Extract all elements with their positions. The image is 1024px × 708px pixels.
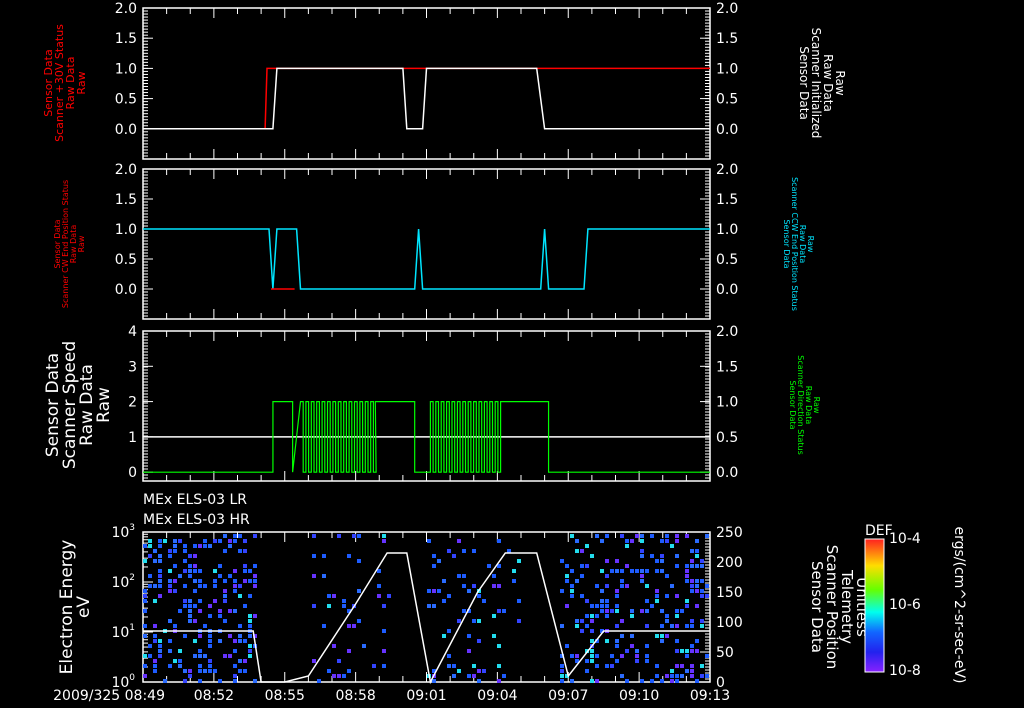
y-tick-label: 2: [128, 395, 137, 411]
axis-title: Sensor DataScanner PositionTelemetryUnit…: [808, 545, 871, 670]
y-tick-label: 1: [128, 430, 137, 446]
x-tick-label: 09:10: [619, 688, 659, 704]
y-tick-label: 1.0: [115, 61, 137, 77]
y-tick-label: 1.5: [716, 359, 738, 375]
y-tick-label: 0.0: [716, 282, 738, 298]
y-tick-label: 0: [128, 465, 137, 481]
y-tick-label: 150: [716, 585, 743, 601]
y-tick-label: 0.5: [716, 92, 738, 108]
series-ccw-end: [143, 228, 710, 290]
y-tick-label: 1.5: [115, 192, 137, 208]
y-tick-label: 2.0: [716, 1, 738, 17]
y-tick-label: 0.0: [115, 282, 137, 298]
panel-2: 2.0 1.5 1.0 0.5 0.0 2.0 1.5 1.0 0.5 0.0 Sensor Dat…: [53, 162, 815, 320]
axis-title: Sensor DataScanner InitializedRaw DataRa…: [797, 28, 847, 139]
y-tick-label: 250: [716, 525, 743, 541]
axis-title: Sensor DataScanner Direction StatusRaw D…: [788, 355, 821, 454]
y-tick-label: 0.0: [716, 465, 738, 481]
y-tick-label: 100: [716, 615, 743, 631]
y-tick-label: 103: [111, 523, 135, 541]
axis-title: Sensor DataScanner SpeedRaw DataRaw: [43, 341, 114, 469]
spectrogram-pixels: [143, 534, 709, 683]
y-tick-label: 3: [128, 359, 137, 375]
x-tick-label: 08:52: [194, 688, 234, 704]
y-tick-label: 101: [111, 623, 135, 641]
series-direction-status: [143, 400, 710, 473]
x-axis: 2009/325 08:49 08:52 08:55 08:58 09:01 09:04 0…: [53, 688, 730, 704]
colorbar-tick: 10-8: [889, 663, 921, 679]
spectrogram-title: MEx ELS-03 HR: [143, 512, 250, 528]
y-tick-label: 2.0: [716, 162, 738, 178]
y-tick-label: 1.5: [716, 31, 738, 47]
y-tick-label: 0.5: [716, 252, 738, 268]
colorbar-units: ergs/(cm^2-sr-sec-eV): [951, 526, 967, 683]
y-tick-label: 1.0: [716, 395, 738, 411]
panel-1: 2.0 1.5 1.0 0.5 0.0 2.0 1.5 1.0 0.5 0.0 Sensor Dat…: [42, 1, 847, 160]
series-scanner-position: [143, 552, 710, 685]
y-tick-label: 50: [716, 645, 734, 661]
colorbar-tick: 10-4: [889, 531, 921, 547]
y-tick-label: 1.0: [716, 222, 738, 238]
y-tick-label: 0.0: [716, 122, 738, 138]
x-tick-label: 2009/325 08:49: [53, 688, 165, 704]
spectrogram-title: MEx ELS-03 LR: [143, 492, 247, 508]
y-tick-label: 200: [716, 555, 743, 571]
y-tick-label: 2.0: [115, 1, 137, 17]
x-tick-label: 09:04: [477, 688, 517, 704]
axis-title: Electron EnergyeV: [57, 540, 94, 675]
colorbar-label: DEF: [865, 523, 893, 539]
y-tick-label: 0.5: [115, 92, 137, 108]
y-tick-label: 2.0: [115, 162, 137, 178]
colorbar-tick: 10-6: [889, 597, 921, 613]
y-tick-label: 0.5: [115, 252, 137, 268]
x-tick-label: 09:13: [690, 688, 730, 704]
y-tick-label: 1.5: [115, 31, 137, 47]
axis-title: Sensor DataScanner CCW End Position Stat…: [782, 177, 815, 311]
x-tick-label: 09:01: [406, 688, 446, 704]
x-tick-label: 08:58: [335, 688, 375, 704]
y-tick-label: 0.0: [115, 122, 137, 138]
axis-title: Sensor DataScanner +30V StatusRaw DataRa…: [42, 24, 88, 142]
y-tick-label: 4: [128, 324, 137, 340]
y-tick-label: 1.0: [115, 222, 137, 238]
series-scanner-initialized: [143, 67, 710, 130]
panel-3: 4 3 2 1 0 2.0 1.5 1.0 0.5 0.0 Sensor DataScanner S…: [43, 324, 821, 482]
y-tick-label: 2.0: [716, 324, 738, 340]
y-tick-label: 1.0: [716, 61, 738, 77]
y-tick-label: 1.5: [716, 192, 738, 208]
y-tick-label: 0: [716, 675, 725, 691]
y-tick-label: 0.5: [716, 430, 738, 446]
x-tick-label: 09:07: [548, 688, 588, 704]
x-tick-label: 08:55: [265, 688, 305, 704]
y-tick-label: 102: [111, 573, 135, 591]
axis-title: Sensor DataScanner CW End Position Statu…: [53, 180, 86, 308]
